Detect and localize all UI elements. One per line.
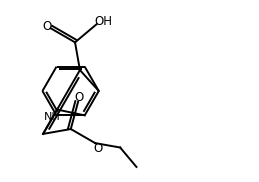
Text: O: O xyxy=(42,20,52,33)
Text: O: O xyxy=(75,91,84,104)
Text: O: O xyxy=(93,142,102,155)
Text: OH: OH xyxy=(95,15,113,28)
Text: NH: NH xyxy=(44,112,61,122)
